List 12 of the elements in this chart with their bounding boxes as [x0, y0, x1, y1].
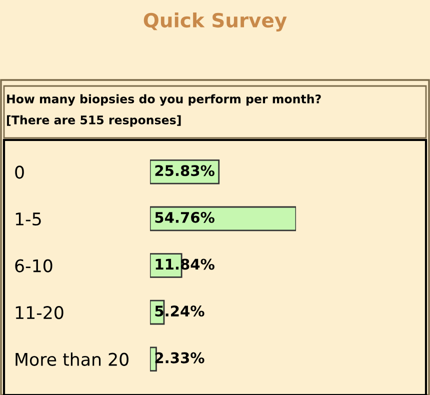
- y-tick-label: More than 20: [16, 352, 128, 366]
- y-tick-label: 6-10: [15, 259, 52, 272]
- y-tick-label: 11-20: [16, 306, 64, 320]
- y-tick-label: 0: [15, 166, 24, 179]
- data-label: 54.76%: [155, 212, 214, 223]
- chart-title: Quick Survey: [144, 12, 287, 32]
- chart-subtitle: How many biopsies do you perform per month?: [7, 94, 321, 106]
- text: [There are 515 responses]: [7, 115, 181, 127]
- bar: [150, 206, 296, 232]
- y-tick-label: 1-5: [16, 212, 41, 226]
- bar: [150, 346, 157, 372]
- data-label: 25.83%: [155, 165, 214, 176]
